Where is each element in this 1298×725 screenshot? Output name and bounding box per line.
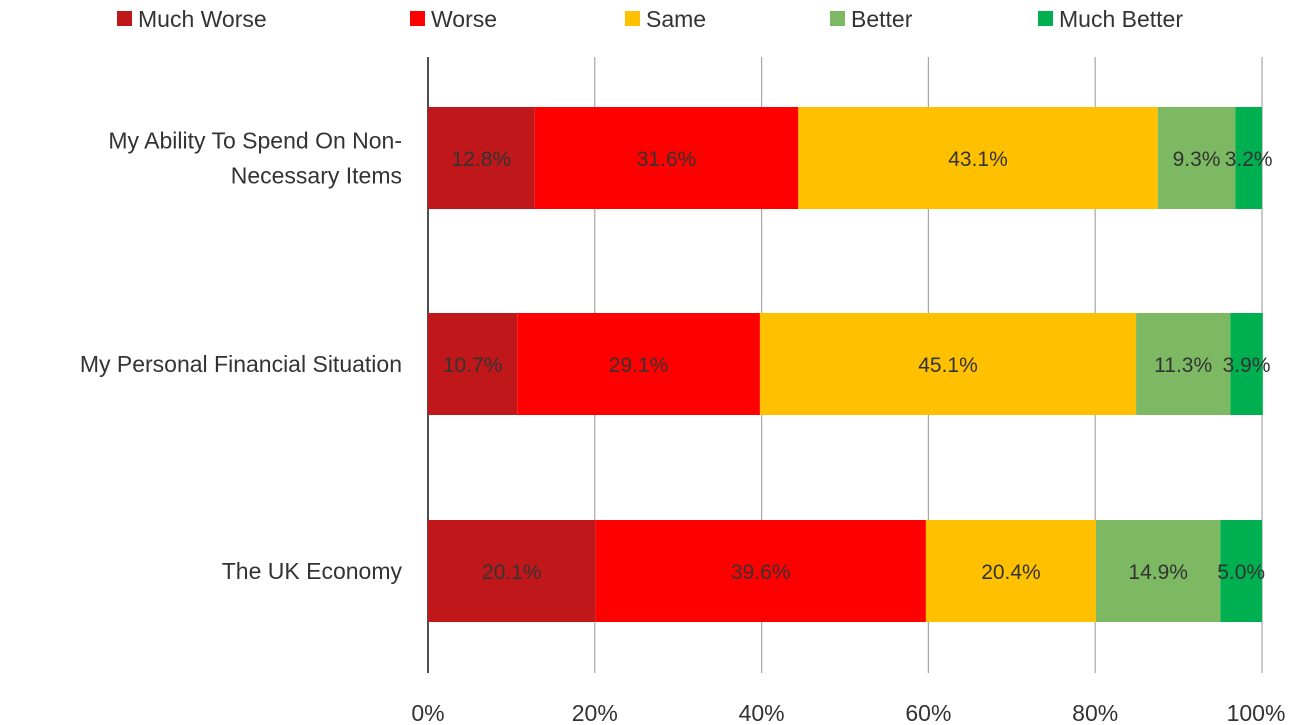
x-tick-label: 80% xyxy=(1072,700,1118,725)
category-label: My Ability To Spend On Non- xyxy=(108,128,402,154)
x-tick-label: 20% xyxy=(572,700,618,725)
legend-swatch xyxy=(410,11,425,26)
data-label: 5.0% xyxy=(1217,561,1265,584)
data-label: 20.4% xyxy=(981,561,1041,584)
bar-segment xyxy=(1136,313,1231,415)
bar-segment xyxy=(1230,313,1263,415)
bar-segment xyxy=(428,520,596,622)
category-labels: My Ability To Spend On Non- Necessary Ite… xyxy=(80,128,403,585)
data-label: 12.8% xyxy=(452,148,512,171)
data-label: 43.1% xyxy=(948,148,1008,171)
bar-segment xyxy=(428,313,518,415)
bar-segment xyxy=(798,107,1158,209)
data-labels: 12.8% 31.6% 43.1% 9.3% 3.2% 10.7% 29.1% 45.1% 11… xyxy=(443,148,1273,584)
data-label: 11.3% xyxy=(1154,354,1212,377)
x-tick-label: 100% xyxy=(1227,700,1286,725)
x-tick-label: 0% xyxy=(411,700,444,725)
bar-segment xyxy=(428,107,535,209)
bar-segment xyxy=(534,107,799,209)
bar-segment xyxy=(517,313,760,415)
category-label: The UK Economy xyxy=(222,558,403,584)
legend-swatch xyxy=(1038,11,1053,26)
legend-swatch xyxy=(117,11,132,26)
data-label: 39.6% xyxy=(731,561,791,584)
legend: Much Worse Worse Same Better Much Better xyxy=(117,6,1183,32)
data-label: 14.9% xyxy=(1128,561,1188,584)
legend-label: Much Worse xyxy=(138,6,267,32)
data-label: 20.1% xyxy=(482,561,542,584)
data-label: 9.3% xyxy=(1173,148,1221,171)
x-tick-label: 60% xyxy=(905,700,951,725)
bar-segment xyxy=(1235,107,1262,209)
bar-segment xyxy=(595,520,926,622)
category-label: Necessary Items xyxy=(231,163,402,189)
data-label: 10.7% xyxy=(443,354,503,377)
legend-label: Much Better xyxy=(1059,6,1183,32)
x-axis-ticks: 0% 20% 40% 60% 80% 100% xyxy=(411,700,1285,725)
data-label: 3.9% xyxy=(1223,354,1271,377)
data-label: 31.6% xyxy=(637,148,697,171)
bar-segment xyxy=(1220,520,1262,622)
legend-label: Worse xyxy=(431,6,497,32)
bar-segment xyxy=(1157,107,1236,209)
bar-segment xyxy=(759,313,1137,415)
x-tick-label: 40% xyxy=(739,700,785,725)
legend-swatch xyxy=(830,11,845,26)
data-label: 3.2% xyxy=(1225,148,1273,171)
legend-swatch xyxy=(625,11,640,26)
data-label: 45.1% xyxy=(918,354,978,377)
bars xyxy=(428,107,1263,622)
data-label: 29.1% xyxy=(609,354,669,377)
legend-label: Better xyxy=(851,6,913,32)
bar-segment xyxy=(925,520,1097,622)
bar-segment xyxy=(1096,520,1221,622)
category-label: My Personal Financial Situation xyxy=(80,351,402,377)
legend-label: Same xyxy=(646,6,706,32)
